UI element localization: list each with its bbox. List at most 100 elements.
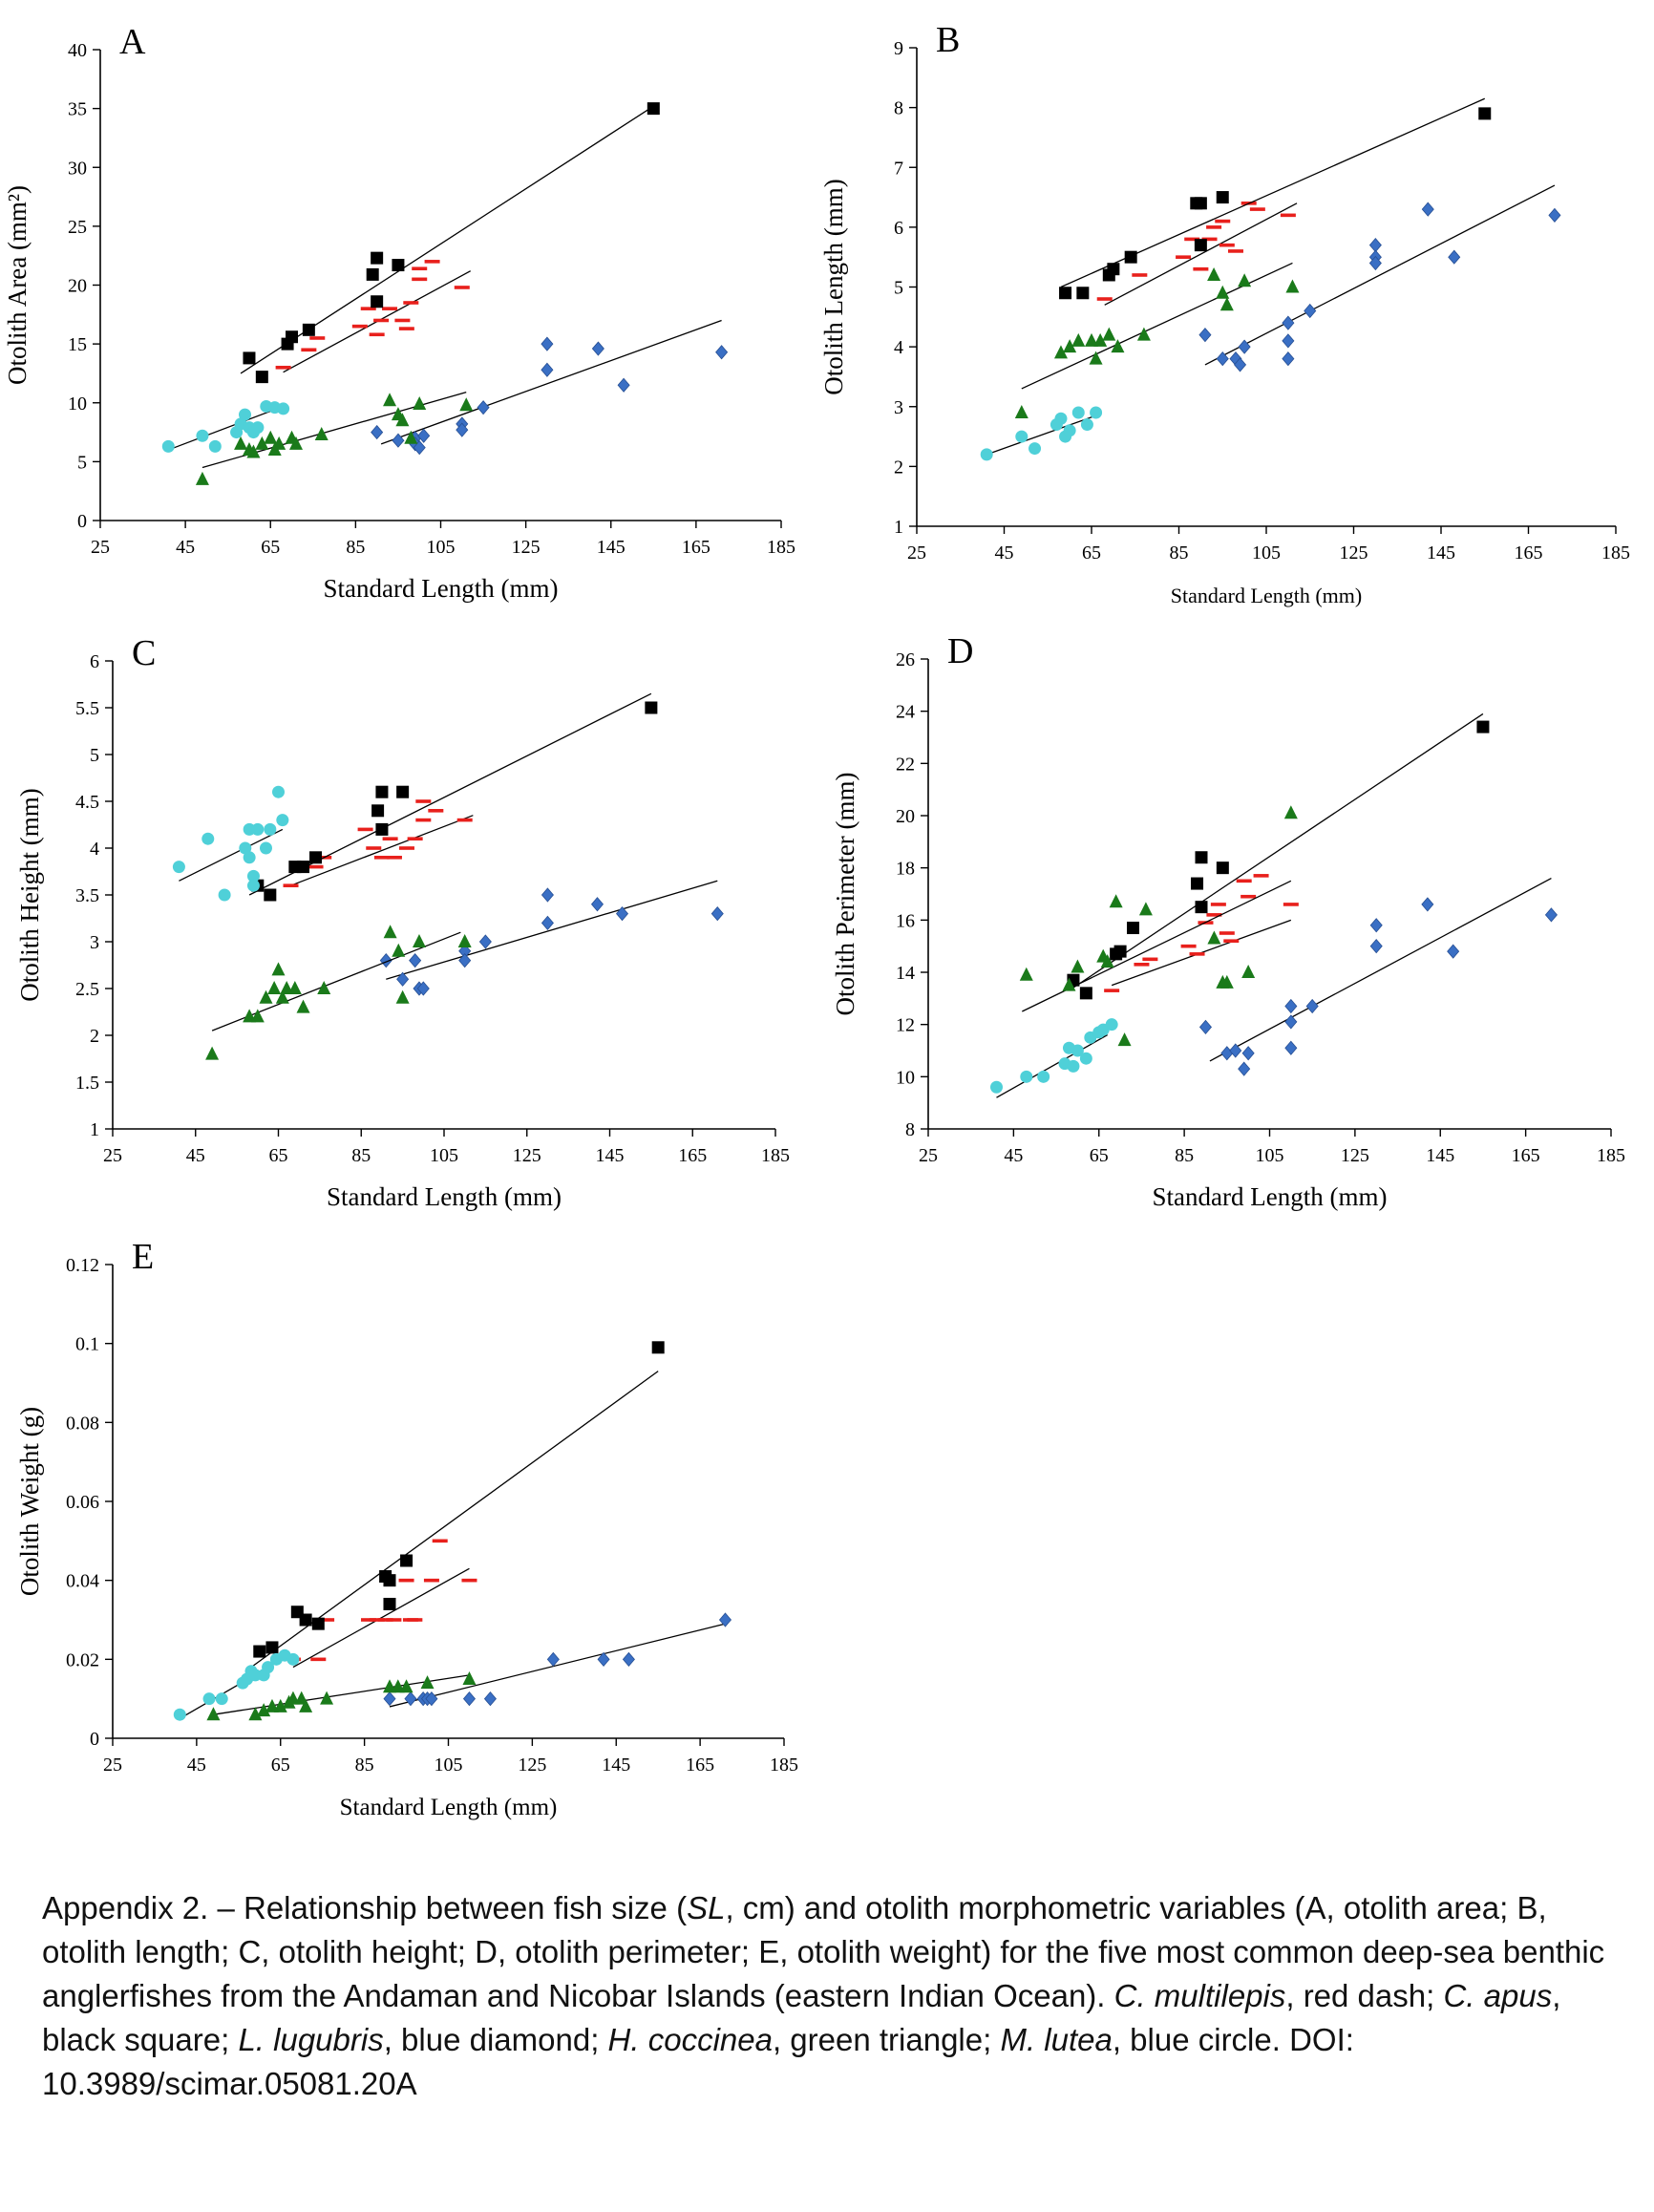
chart-2-series-1-trendline — [248, 692, 652, 896]
chart-4-x-tick-label: 165 — [686, 1755, 714, 1776]
chart-3-series-3-triangle-point — [1100, 954, 1114, 968]
panel-b: 25 45 65 85 105 125 145 165 185123456789Standard… — [819, 20, 1630, 607]
chart-2-series-2-diamond-point — [541, 915, 554, 931]
chart-1-x-tick-label: 105 — [1252, 542, 1281, 564]
chart-0-series-2-diamond-point — [417, 428, 431, 443]
chart-3-panel-letter: D — [947, 631, 973, 671]
chart-2-series-4-circle-point — [243, 851, 256, 864]
chart-1-series-0-dash-point — [1215, 219, 1231, 223]
chart-4-series-3-triangle-point — [248, 1707, 263, 1721]
panel-a: 25 45 65 85 105 125 145 165 185 0 5 10 15 20 25 30 35 40 S… — [3, 22, 795, 603]
chart-1-y-axis-title: Otolith Length (mm) — [819, 179, 848, 394]
chart-1-x-tick-label: 25 — [907, 542, 926, 564]
chart-0-series-1-square-point — [286, 330, 299, 344]
chart-1-series-0-dash-point — [1096, 297, 1113, 301]
chart-3-series-4-circle-point — [1071, 1044, 1084, 1057]
caption-species-2: C. apus — [1443, 1978, 1553, 2013]
chart-0-series-4-circle-point — [208, 439, 222, 453]
chart-4-series-3-triangle-point — [257, 1703, 271, 1717]
chart-0-series-3-triangle-point — [234, 436, 248, 450]
caption-species-5: M. lutea — [1000, 2022, 1113, 2057]
caption-legend-2: , black square; — [42, 1978, 1561, 2057]
chart-4-series-4-circle-point — [262, 1661, 275, 1674]
chart-2-series-0-dash-point — [407, 837, 423, 840]
chart-4-series-2-diamond-point — [546, 1651, 560, 1667]
chart-3-series-4-circle-point — [1037, 1070, 1050, 1083]
chart-0-series-0-dash-point — [382, 307, 398, 310]
chart-3-series-0-dash-point — [1253, 874, 1269, 878]
chart-3-series-2-diamond-point — [1220, 1046, 1234, 1061]
chart-1-series-2-diamond-point — [1198, 327, 1212, 343]
chart-1-series-3-triangle-point — [1014, 405, 1028, 419]
chart-4-series-3-triangle-point — [265, 1698, 279, 1712]
chart-3-series-3-triangle-point — [1062, 977, 1076, 991]
chart-1-series-3-triangle-point — [1136, 327, 1151, 341]
chart-2-series-2-diamond-point — [615, 905, 629, 922]
chart-0-y-tick-label: 30 — [68, 158, 87, 179]
chart-1-series-2-diamond-point — [1421, 202, 1434, 217]
chart-0-series-1-square-point — [255, 371, 268, 384]
chart-0-series-4-circle-point — [277, 402, 290, 415]
chart-2-series-3-triangle-point — [287, 981, 302, 994]
chart-4-x-tick-label: 125 — [518, 1755, 546, 1776]
chart-3-series-4-circle-point — [990, 1080, 1003, 1094]
chart-4-series-3-triangle-point — [382, 1679, 396, 1693]
chart-4-y-tick-label: 0.12 — [66, 1255, 99, 1276]
chart-0-series-3-triangle-point — [272, 436, 286, 450]
chart-2-series-1-square-point — [371, 804, 385, 818]
chart-2-series-3-triangle-point — [259, 989, 273, 1004]
chart-3-x-tick-label: 165 — [1512, 1145, 1540, 1166]
chart-3-series-1-square-point — [1191, 877, 1204, 890]
chart-3-series-3-triangle-point — [1283, 805, 1298, 819]
chart-3-series-3-triangle-point — [1219, 974, 1234, 989]
chart-1-series-3-triangle-point — [1219, 297, 1234, 311]
chart-4-series-2-diamond-point — [404, 1691, 417, 1707]
chart-2-x-tick-label: 165 — [678, 1145, 707, 1166]
chart-0-series-0-dash-point — [275, 365, 291, 370]
chart-0-series-3-triangle-point — [459, 397, 474, 412]
chart-2-series-0-dash-point — [415, 799, 432, 803]
chart-3-series-2-diamond-point — [1305, 998, 1319, 1014]
chart-3-series-4-circle-point — [1105, 1018, 1118, 1032]
chart-2-series-1-square-point — [264, 888, 277, 902]
chart-2-series-4-circle-point — [276, 814, 289, 827]
chart-0-y-tick-label: 20 — [68, 276, 87, 297]
chart-4-series-1-square-point — [299, 1613, 312, 1627]
chart-3-series-3-triangle-point — [1117, 1032, 1132, 1047]
chart-4-panel-letter: E — [132, 1237, 154, 1277]
chart-1-series-2-diamond-point — [1304, 303, 1317, 319]
chart-1-series-1-square-point — [1076, 287, 1090, 300]
chart-1-series-4-circle-point — [1028, 442, 1042, 456]
chart-2-series-1-square-point — [297, 861, 310, 874]
figure-caption: Appendix 2. – Relationship between fish … — [42, 1886, 1618, 2106]
chart-1-x-axis-title: Standard Length (mm) — [1171, 584, 1362, 607]
chart-2-x-tick-label: 45 — [186, 1145, 205, 1166]
chart-3-series-0-dash-point — [1236, 879, 1252, 883]
chart-3-series-4-circle-point — [1067, 1059, 1080, 1073]
chart-4-series-4-circle-point — [173, 1708, 186, 1721]
caption-species-1: C. multilepis — [1113, 1978, 1286, 2013]
chart-3-series-0-dash-point — [1219, 931, 1235, 935]
chart-3-series-2-diamond-point — [1447, 944, 1460, 959]
chart-2-x-tick-label: 125 — [513, 1145, 541, 1166]
chart-1-series-2-diamond-point — [1282, 315, 1295, 330]
chart-0-x-tick-label: 185 — [767, 537, 795, 558]
chart-1-series-2-diamond-point — [1282, 333, 1295, 349]
chart-3-series-2-diamond-point — [1544, 907, 1558, 923]
chart-3-series-2-diamond-point — [1238, 1061, 1251, 1076]
chart-1-series-2-diamond-point — [1238, 339, 1251, 354]
chart-3-series-0-dash-point — [1240, 894, 1257, 899]
chart-3-series-2-diamond-point — [1369, 918, 1383, 933]
chart-1-series-4-circle-point — [980, 448, 993, 461]
panel-d: 25 45 65 85 105 125 145 165 185 8 10 12 14 16 18 20 22 24… — [831, 631, 1625, 1211]
chart-3-series-0-dash-point — [1134, 963, 1150, 967]
chart-1-y-tick-label: 1 — [894, 517, 903, 538]
chart-2-series-3-triangle-point — [250, 1009, 265, 1023]
chart-4-series-0-dash-point — [386, 1618, 402, 1622]
chart-3-x-tick-label: 105 — [1256, 1145, 1284, 1166]
chart-0-series-1-square-point — [243, 351, 256, 365]
chart-4-x-tick-label: 185 — [770, 1755, 798, 1776]
chart-1-x-tick-label: 145 — [1427, 542, 1455, 564]
chart-3-series-1-square-point — [1113, 945, 1127, 958]
chart-1-series-1-square-point — [1478, 107, 1492, 120]
